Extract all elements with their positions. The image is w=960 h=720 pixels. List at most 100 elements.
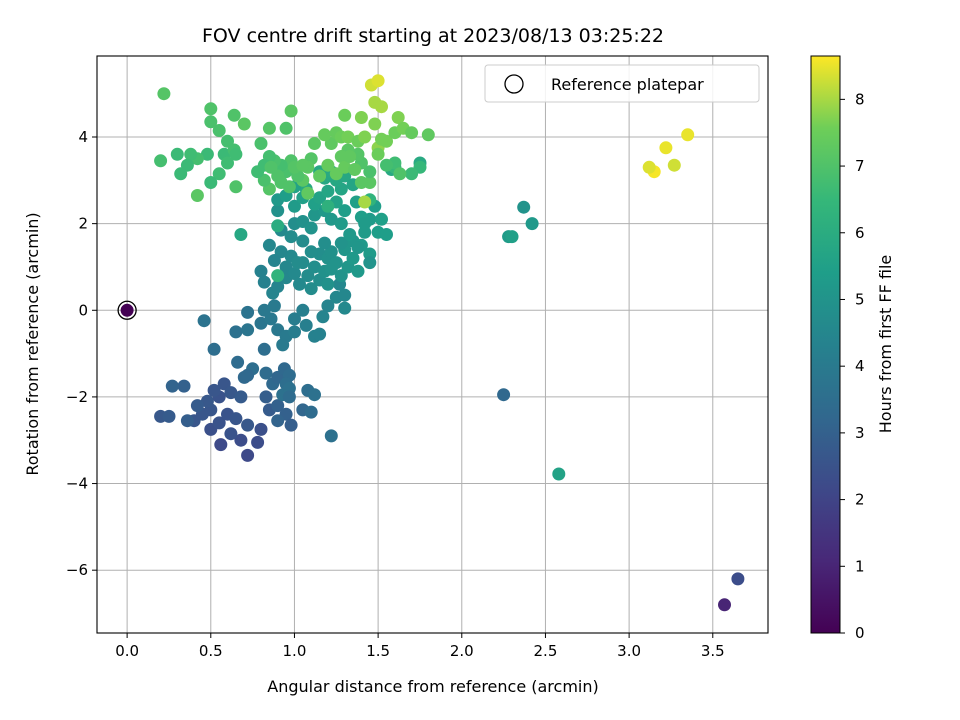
- data-point: [165, 379, 179, 393]
- data-point: [259, 390, 273, 404]
- data-point: [321, 277, 335, 291]
- colorbar-tick-label: 2: [855, 491, 865, 509]
- data-point: [190, 399, 204, 413]
- chart-title: FOV centre drift starting at 2023/08/13 …: [202, 25, 664, 47]
- data-point: [212, 167, 226, 181]
- colorbar-tick-label: 3: [855, 424, 865, 442]
- legend-entry-reference-platepar: Reference platepar: [551, 75, 704, 94]
- data-point: [234, 433, 248, 447]
- data-point: [284, 230, 298, 244]
- reference-platepar-marker: [117, 300, 137, 320]
- colorbar-gradient: [810, 55, 841, 634]
- data-point: [354, 111, 368, 124]
- data-point: [667, 158, 681, 172]
- data-point: [405, 167, 419, 181]
- data-point: [304, 282, 318, 296]
- data-point: [642, 160, 656, 174]
- colorbar-label: Hours from first FF file: [876, 255, 895, 434]
- data-point: [343, 228, 357, 241]
- data-point: [241, 305, 255, 319]
- x-tick-label: 0.5: [199, 642, 223, 660]
- data-point: [241, 368, 255, 382]
- data-point: [279, 121, 293, 135]
- data-point: [343, 150, 357, 163]
- data-point: [338, 108, 352, 122]
- data-point: [288, 199, 301, 213]
- data-point: [204, 176, 218, 189]
- data-point: [170, 147, 184, 161]
- data-point: [296, 158, 310, 172]
- data-point: [271, 399, 285, 413]
- colorbar-tick-label: 0: [855, 624, 865, 642]
- y-tick-label: −6: [66, 561, 88, 579]
- data-point: [288, 312, 301, 326]
- y-tick-label: 0: [78, 301, 88, 319]
- data-point: [257, 342, 271, 356]
- data-point: [288, 325, 301, 339]
- data-point: [421, 128, 435, 142]
- data-point: [174, 167, 188, 181]
- data-point: [334, 217, 348, 231]
- data-point: [241, 323, 255, 337]
- data-point: [321, 199, 335, 213]
- data-point: [296, 234, 310, 248]
- data-point: [301, 186, 315, 200]
- data-point: [341, 130, 355, 144]
- data-point: [659, 141, 673, 155]
- data-point: [234, 390, 248, 404]
- data-point: [282, 180, 296, 194]
- data-point: [354, 176, 368, 189]
- data-point: [351, 264, 365, 278]
- colorbar-tick-label: 5: [855, 290, 865, 308]
- data-point: [154, 154, 168, 168]
- data-point: [229, 180, 243, 194]
- data-point: [276, 338, 290, 352]
- data-point: [321, 299, 335, 313]
- y-axis: −6 −4 −2 0 2 4: [66, 128, 97, 579]
- data-point: [338, 160, 352, 174]
- data-point: [391, 111, 405, 124]
- data-point: [204, 115, 218, 129]
- data-point: [316, 310, 330, 324]
- data-point: [254, 316, 268, 330]
- data-point: [371, 147, 385, 161]
- data-point: [308, 388, 321, 402]
- colorbar: 0 1 2 3 4 5 6 7 8 Hours from first FF file: [810, 55, 895, 642]
- data-point: [200, 147, 214, 161]
- data-point: [313, 169, 327, 183]
- data-point: [241, 418, 255, 432]
- data-point: [313, 327, 327, 341]
- data-point: [318, 128, 332, 142]
- data-point: [229, 325, 243, 339]
- data-point: [224, 386, 238, 400]
- data-point: [368, 117, 382, 131]
- data-point: [681, 128, 695, 142]
- data-point: [304, 245, 318, 259]
- colorbar-tick-label: 4: [855, 357, 865, 375]
- data-point: [177, 379, 191, 393]
- data-point: [505, 230, 519, 244]
- y-tick-label: −4: [66, 475, 88, 493]
- data-point: [731, 572, 745, 586]
- data-point: [338, 301, 352, 315]
- data-point: [267, 254, 281, 267]
- x-tick-label: 1.5: [366, 642, 390, 660]
- data-point: [552, 467, 566, 481]
- x-axis: 0.0 0.5 1.0 1.5 2.0 2.5 3.0 3.5: [115, 633, 725, 660]
- data-point: [324, 429, 338, 443]
- data-point: [363, 256, 377, 270]
- data-point: [207, 342, 221, 356]
- y-tick-label: 2: [78, 215, 88, 233]
- data-point: [358, 130, 372, 144]
- data-point: [227, 108, 241, 122]
- data-point: [257, 275, 271, 289]
- data-point: [288, 267, 301, 280]
- data-point: [375, 100, 388, 114]
- data-point: [324, 212, 338, 226]
- y-axis-label: Rotation from reference (arcmin): [23, 212, 42, 475]
- data-point: [358, 217, 372, 231]
- data-point: [363, 165, 377, 179]
- data-point: [200, 394, 214, 408]
- y-tick-label: −2: [66, 388, 88, 406]
- data-point: [157, 87, 171, 101]
